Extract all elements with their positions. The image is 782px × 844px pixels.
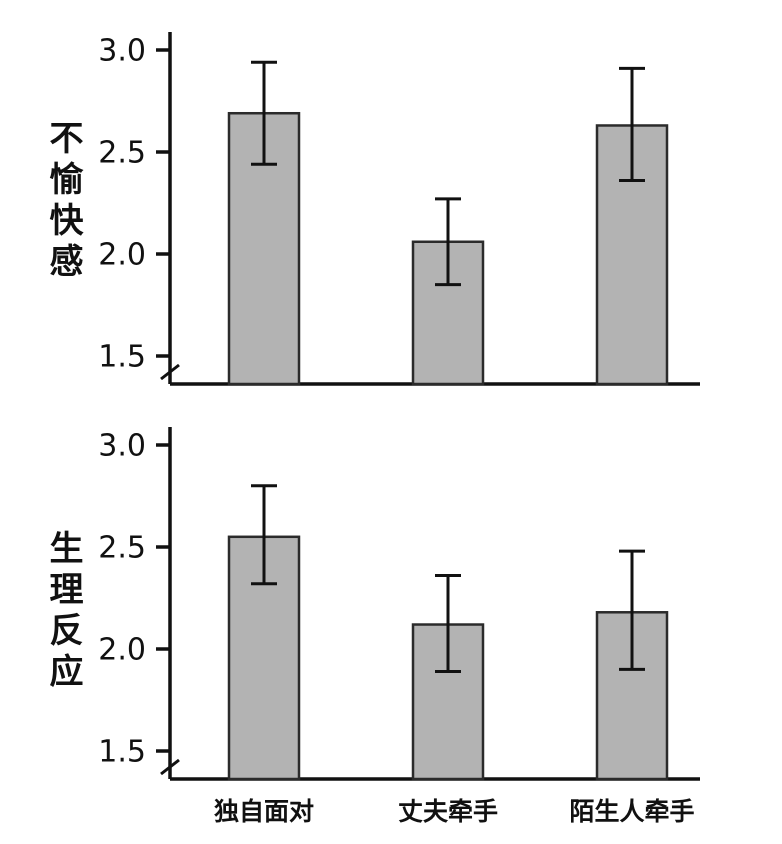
y-tick-label: 2.5 — [98, 531, 146, 566]
bottom-chart-y-axis-title: 生理反应 — [43, 530, 83, 694]
bar — [595, 611, 669, 781]
y-tick-label: 2.5 — [98, 136, 146, 171]
y-tick-label: 3.0 — [98, 429, 146, 464]
y-tick-label: 1.5 — [98, 340, 146, 375]
bar — [227, 111, 301, 386]
category-label-alone: 独自面对 — [213, 797, 314, 826]
category-label-stranger-hand: 陌生人牵手 — [569, 797, 695, 826]
category-label-husband-hand: 丈夫牵手 — [397, 797, 498, 826]
y-tick-label: 2.0 — [98, 633, 146, 668]
axis-break-mark — [160, 758, 180, 776]
y-tick-label: 3.0 — [98, 34, 146, 69]
y-tick-label: 1.5 — [98, 735, 146, 770]
x-axis-category-labels: 独自面对 丈夫牵手 陌生人牵手 — [0, 788, 782, 844]
axis-break-mark — [160, 363, 180, 381]
physiology-bar-chart: 3.0 2.5 2.0 1.5 — [98, 427, 700, 781]
unpleasantness-bar-chart: 3.0 2.5 2.0 1.5 — [98, 32, 700, 386]
top-chart-y-axis-title: 不愉快感 — [43, 120, 83, 284]
y-tick-label: 2.0 — [98, 238, 146, 273]
